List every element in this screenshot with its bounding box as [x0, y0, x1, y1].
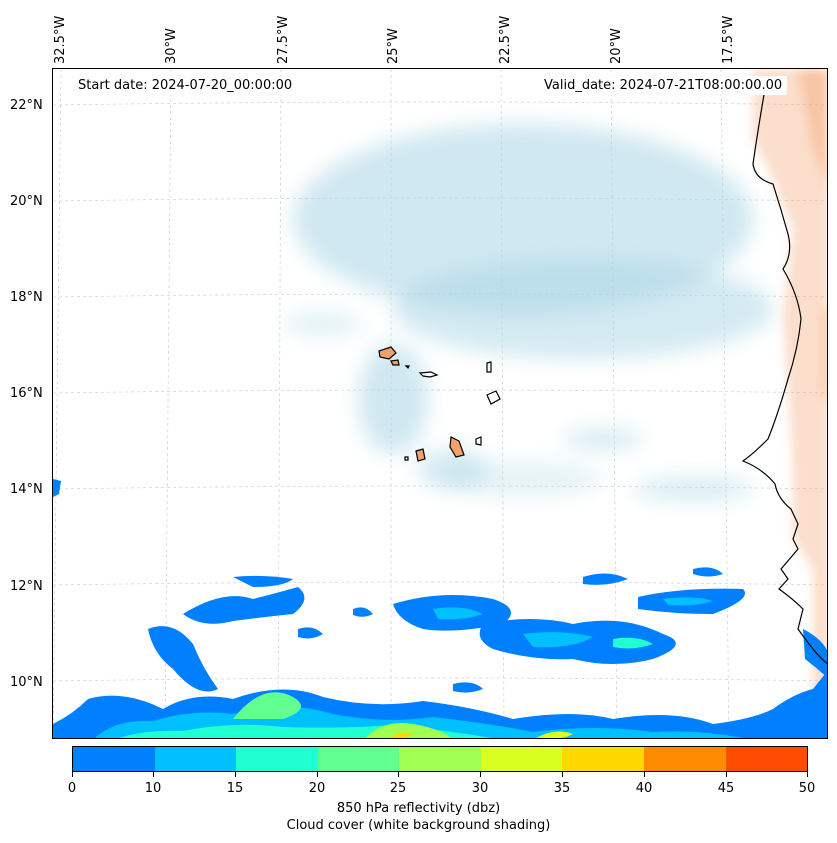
colorbar-segment-0: [73, 747, 155, 771]
reflectivity-patch-small-3: [453, 682, 483, 693]
lat-label-14n: 14°N: [10, 482, 43, 497]
colorbar-tick-25: [398, 772, 399, 777]
reflectivity-colorbar: [72, 746, 808, 772]
cloud-cover: [283, 124, 773, 501]
map-panel: [52, 68, 828, 739]
africa-coastline: [741, 88, 827, 665]
colorbar-tick-30: [480, 772, 481, 777]
colorbar-label-50: 50: [798, 781, 816, 796]
colorbar-segment-6: [562, 747, 644, 771]
colorbar-label-15: 15: [226, 781, 244, 796]
reflectivity-band-25-30: [365, 723, 451, 738]
island-boa-vista: [486, 390, 501, 405]
map-canvas: [53, 69, 827, 738]
colorbar-tick-10: [153, 772, 154, 777]
colorbar-segment-8: [725, 747, 808, 771]
colorbar-tick-15: [235, 772, 236, 777]
island-sao-vicente: [390, 359, 400, 366]
reflectivity-patch-centre-inner: [433, 607, 483, 620]
lon-label-22-5w: 22.5°W: [498, 15, 513, 64]
colorbar-label-30: 30: [471, 781, 489, 796]
colorbar-label-0: 0: [67, 781, 77, 796]
start-date-label: Start date: 2024-07-20_00:00:00: [73, 76, 298, 95]
island-sao-nicolau: [418, 371, 439, 378]
lat-label-20n: 20°N: [10, 194, 43, 209]
island-santo-antao: [378, 346, 397, 360]
lat-label-12n: 12°N: [10, 579, 43, 594]
colorbar-tick-20: [317, 772, 318, 777]
lon-label-27-5w: 27.5°W: [276, 15, 291, 64]
reflectivity-patch-coast: [803, 629, 827, 678]
land-shading: [753, 69, 827, 738]
colorbar-tick-45: [726, 772, 727, 777]
reflectivity-patch-east-inner: [523, 632, 593, 648]
reflectivity-patch-small-2: [353, 607, 373, 617]
lat-label-22n: 22°N: [10, 98, 43, 113]
lon-label-17-5w: 17.5°W: [721, 15, 736, 64]
colorbar-label-45: 45: [717, 781, 735, 796]
reflectivity-contours: [53, 479, 827, 738]
island-santiago: [449, 436, 465, 458]
colorbar-segment-2: [236, 747, 318, 771]
colorbar-label-40: 40: [635, 781, 653, 796]
reflectivity-patch-far-east-inner: [663, 597, 713, 606]
lon-label-30w: 30°W: [164, 28, 179, 64]
reflectivity-patch-ne: [583, 573, 628, 585]
lon-label-32-5w: 32.5°W: [53, 15, 68, 64]
lat-label-18n: 18°N: [10, 290, 43, 305]
reflectivity-patch-north-west: [233, 575, 293, 587]
colorbar-segment-1: [154, 747, 237, 771]
island-sal: [486, 361, 492, 373]
colorbar-segment-4: [399, 747, 481, 771]
reflectivity-patch-main-west: [183, 587, 305, 624]
island-maio: [475, 436, 482, 446]
cape-verde-islands: [378, 346, 501, 462]
colorbar-label-25: 25: [389, 781, 407, 796]
lon-label-25w: 25°W: [386, 28, 401, 64]
reflectivity-patch-east-inner-2: [613, 637, 653, 649]
colorbar-tick-0: [72, 772, 73, 777]
island-santa-luzia: [404, 365, 410, 370]
colorbar-label-35: 35: [553, 781, 571, 796]
colorbar-tick-50: [807, 772, 808, 777]
island-brava: [404, 456, 409, 461]
reflectivity-patch-small-4: [628, 717, 653, 727]
valid-date-label: Valid_date: 2024-07-21T08:00:00.00: [539, 76, 788, 95]
reflectivity-patch-south-west: [148, 626, 218, 692]
lat-label-16n: 16°N: [10, 386, 43, 401]
colorbar-segment-7: [643, 747, 726, 771]
colorbar-label-10: 10: [144, 781, 162, 796]
colorbar-title: 850 hPa reflectivity (dbz): [336, 801, 501, 816]
colorbar-tick-35: [562, 772, 563, 777]
reflectivity-band-30-35: [536, 731, 573, 738]
reflectivity-patch-west-edge: [53, 479, 61, 497]
reflectivity-band-20-25: [233, 692, 301, 719]
lat-label-10n: 10°N: [10, 675, 43, 690]
reflectivity-band-35-40: [390, 732, 413, 738]
colorbar-label-20: 20: [308, 781, 326, 796]
island-fogo: [415, 448, 426, 462]
reflectivity-patch-small-1: [298, 627, 323, 639]
colorbar-subtitle: Cloud cover (white background shading): [286, 818, 551, 833]
lon-label-20w: 20°W: [609, 28, 624, 64]
colorbar-segment-3: [317, 747, 400, 771]
colorbar-segment-5: [480, 747, 563, 771]
reflectivity-patch-nne: [693, 567, 723, 577]
colorbar-tick-40: [644, 772, 645, 777]
